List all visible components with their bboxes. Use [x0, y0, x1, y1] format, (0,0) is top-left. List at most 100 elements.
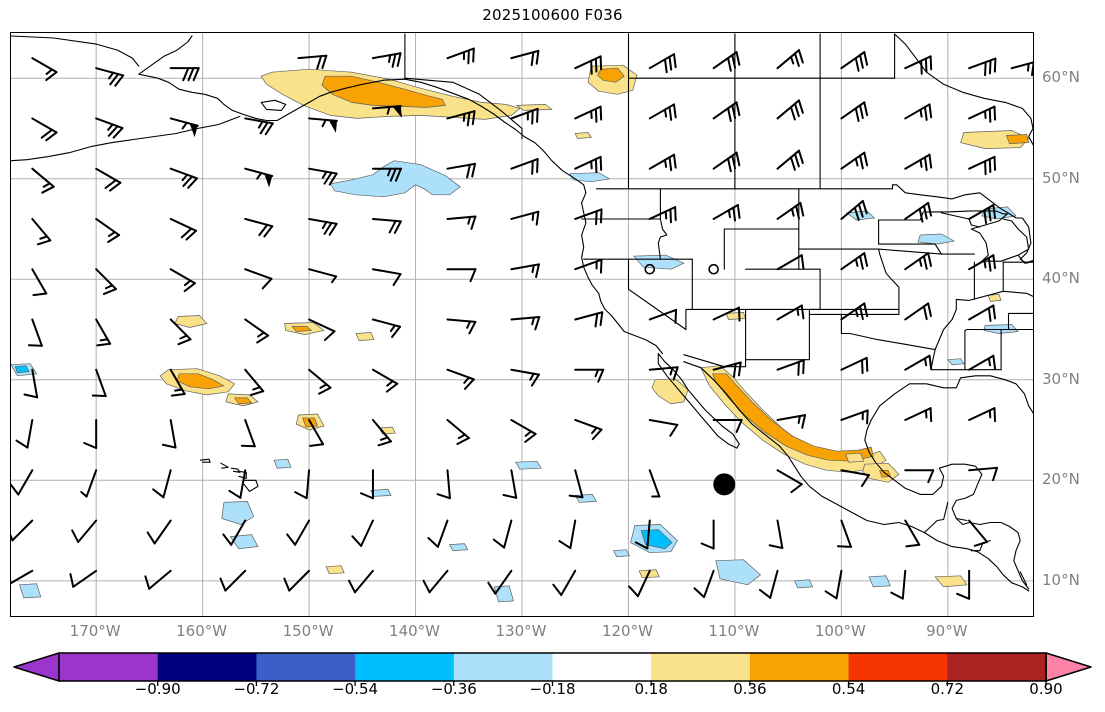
- colorbar-segment[interactable]: [552, 653, 652, 681]
- barb-half: [466, 320, 472, 329]
- barb-half: [321, 118, 327, 128]
- barb-half: [379, 436, 389, 441]
- wind-barb: [308, 268, 338, 284]
- wind-barb: [244, 217, 274, 238]
- wind-barb: [568, 469, 584, 499]
- colorbar-segment[interactable]: [947, 653, 1047, 681]
- barb-full: [920, 59, 923, 75]
- barb-full: [922, 305, 928, 321]
- barb-half: [331, 275, 338, 284]
- barb-full: [927, 201, 932, 217]
- barb-half: [386, 380, 394, 387]
- barb-half: [457, 433, 466, 440]
- barb-full: [45, 71, 58, 82]
- wind-barb: [446, 268, 477, 283]
- barb-full: [351, 535, 363, 547]
- colorbar-segment[interactable]: [157, 653, 257, 681]
- bc-coast-blue: [569, 172, 611, 183]
- barb-half: [854, 157, 859, 167]
- border-line: [237, 470, 247, 479]
- barb-full: [535, 49, 540, 65]
- wind-barb: [904, 519, 921, 548]
- barb-half: [529, 372, 535, 381]
- barb-pennant: [392, 105, 402, 118]
- map-plot-area[interactable]: [10, 32, 1034, 617]
- barb-full: [534, 316, 541, 331]
- barb-staff: [371, 104, 402, 110]
- wind-barb: [904, 354, 933, 371]
- colorbar-extend-min: [13, 652, 60, 682]
- barb-full: [317, 386, 332, 395]
- wind-barb: [574, 55, 603, 75]
- wind-barb: [693, 569, 715, 599]
- trop-blue-g: [574, 494, 598, 503]
- calm-wind-circle: [708, 263, 719, 275]
- wind-barb: [95, 167, 122, 192]
- barb-half: [983, 259, 987, 269]
- trop-blue-j: [715, 559, 762, 586]
- lon-tick-label: 90°W: [926, 622, 968, 640]
- barb-full: [983, 209, 988, 225]
- barb-full: [192, 67, 200, 82]
- trop-yellow-c: [934, 575, 968, 588]
- barb-full: [594, 158, 598, 174]
- colorbar-segment[interactable]: [355, 653, 455, 681]
- barb-full: [536, 107, 539, 123]
- barb-full: [228, 489, 242, 499]
- barb-half: [179, 334, 188, 340]
- wind-barb: [169, 117, 199, 138]
- border-line: [891, 184, 1033, 264]
- colorbar[interactable]: [0, 648, 1105, 712]
- trop-blue-a: [273, 458, 292, 469]
- colorbar-segment[interactable]: [453, 653, 553, 681]
- barb-half: [252, 386, 261, 391]
- colorbar-tick-label: −0.90: [134, 680, 181, 698]
- border-line: [923, 501, 949, 534]
- barb-full: [854, 57, 860, 72]
- wind-barb: [776, 469, 803, 494]
- barb-staff: [153, 519, 172, 545]
- barb-staff: [648, 469, 661, 498]
- wind-barb: [712, 101, 741, 123]
- barb-full: [731, 54, 737, 69]
- colorbar-tick-label: 0.18: [634, 680, 668, 698]
- wind-barb: [956, 569, 971, 600]
- wind-barb: [152, 469, 172, 499]
- wind-barb: [11, 469, 34, 496]
- wind-barb: [574, 155, 603, 174]
- colorbar-segment[interactable]: [848, 653, 948, 681]
- border-line: [940, 212, 981, 228]
- barb-full: [558, 540, 572, 550]
- trop-blue-l: [19, 583, 42, 599]
- barb-full: [32, 292, 48, 297]
- barb-full: [595, 210, 598, 226]
- barb-pennant: [189, 123, 198, 138]
- barb-full: [177, 338, 192, 346]
- barb-full: [866, 409, 869, 425]
- wind-barb: [446, 418, 470, 445]
- colorbar-segment[interactable]: [749, 653, 849, 681]
- barb-staff: [162, 469, 172, 499]
- wind-barb: [904, 302, 932, 321]
- barb-staff: [308, 418, 325, 446]
- barb-full: [182, 67, 190, 82]
- barb-staff: [308, 268, 338, 278]
- wind-barb: [219, 569, 247, 592]
- barb-full: [530, 51, 535, 67]
- storm-center-marker[interactable]: [713, 473, 736, 496]
- coastline: [260, 99, 287, 111]
- colorbar-segment[interactable]: [256, 653, 356, 681]
- barb-full: [863, 101, 869, 117]
- barb-staff: [244, 418, 256, 448]
- wind-barb: [904, 252, 932, 271]
- wind-barb: [487, 569, 513, 595]
- barb-full: [393, 220, 402, 234]
- colorbar-segment[interactable]: [651, 653, 751, 681]
- border-line: [955, 290, 1033, 310]
- colorbar-segment[interactable]: [59, 653, 159, 681]
- barb-full: [471, 110, 476, 126]
- barb-staff: [703, 569, 715, 599]
- wind-barb: [510, 49, 540, 67]
- barb-half: [463, 376, 470, 384]
